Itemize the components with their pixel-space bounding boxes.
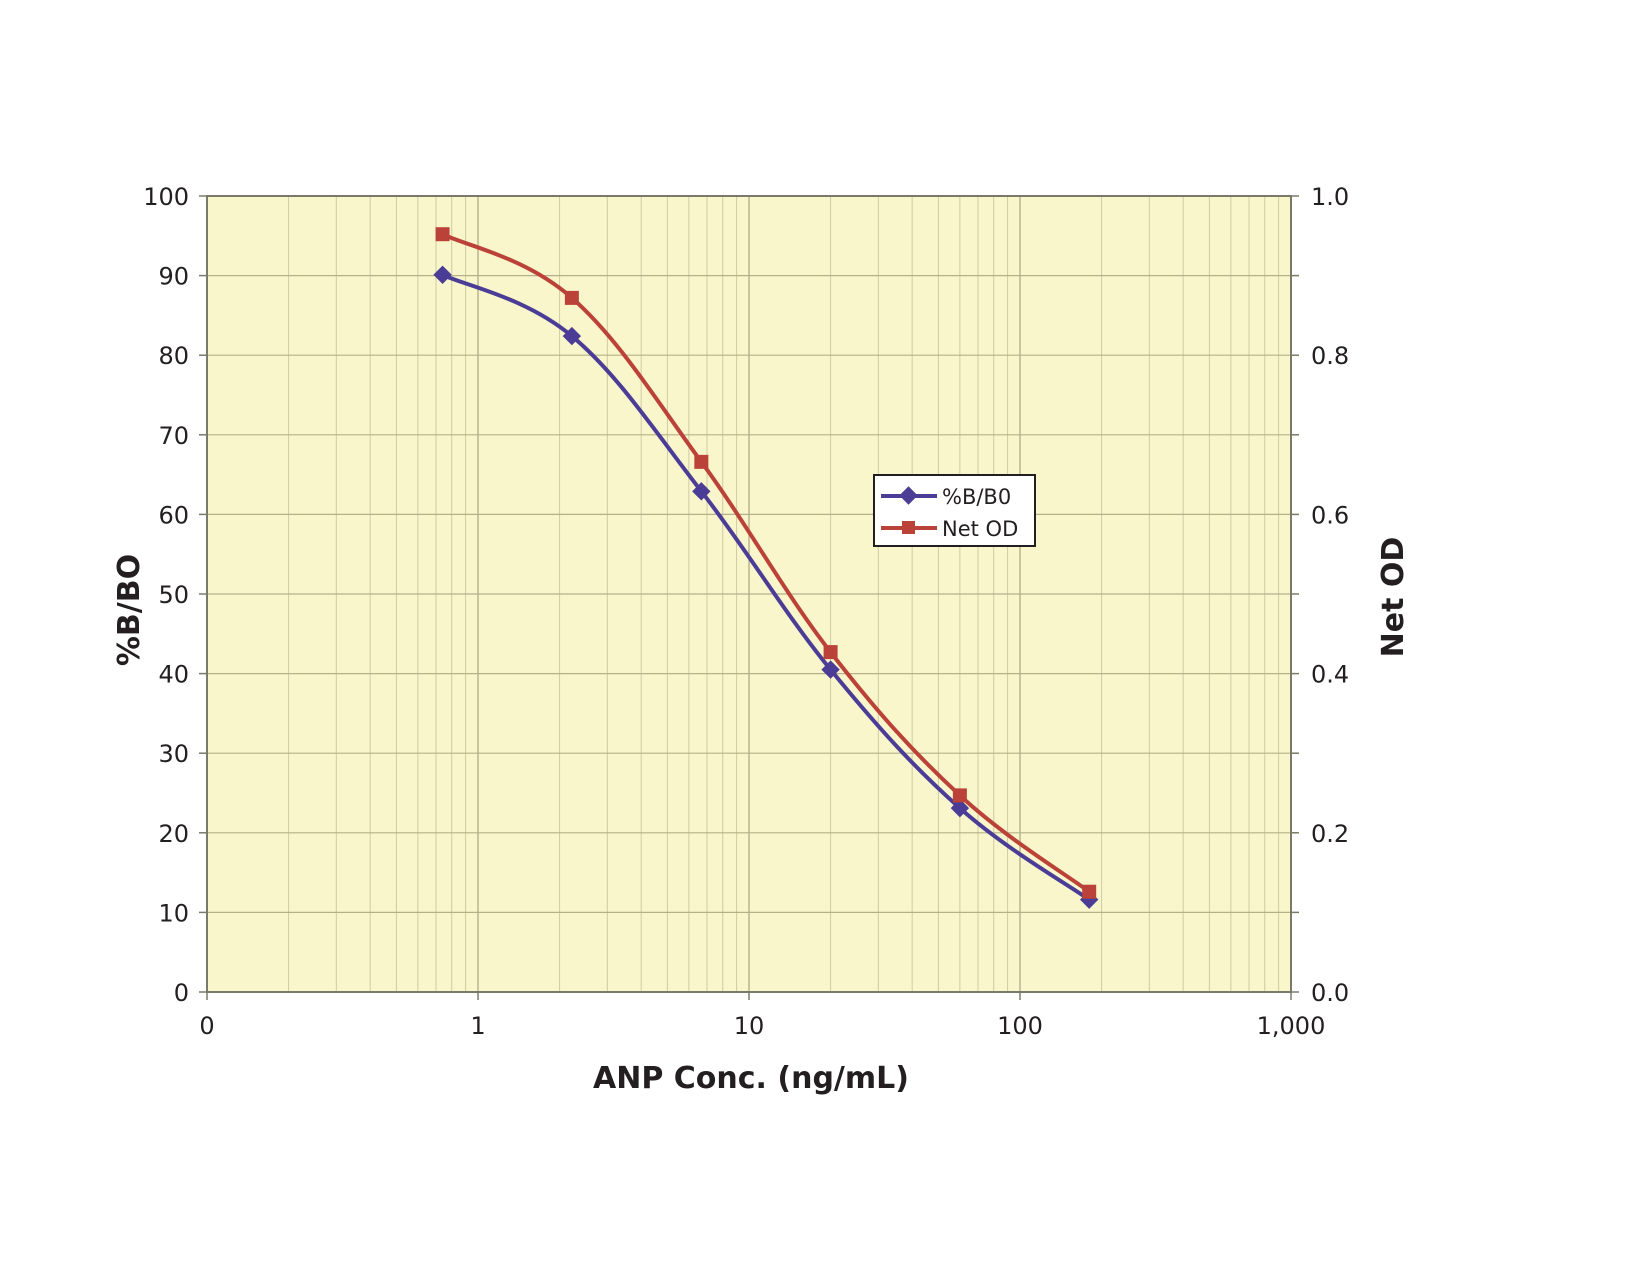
y-tick-label: 100 [143, 183, 189, 211]
y-tick-label: 50 [158, 581, 189, 609]
diamond-marker-icon [562, 326, 582, 346]
axis-ticks [199, 195, 1299, 1000]
x-tick-label: 100 [997, 1012, 1043, 1040]
legend-label: %B/B0 [942, 485, 1011, 509]
legend: %B/B0 Net OD [873, 474, 1036, 547]
y-tick-label: 30 [158, 740, 189, 768]
diamond-marker-icon [692, 482, 711, 501]
series-net-od [435, 227, 1097, 899]
y2-tick-label: 1.0 [1311, 183, 1349, 211]
y2-tick-label: 0.0 [1311, 979, 1349, 1007]
y-tick-label: 20 [158, 820, 189, 848]
grid-lines [207, 196, 1291, 992]
diamond-marker-icon [821, 660, 840, 679]
y-tick-label: 80 [158, 342, 189, 370]
y2-tick-label: 0.2 [1311, 820, 1349, 848]
x-axis-tick-labels: 0 1 10 100 1,000 [199, 1012, 1325, 1040]
y-axis-title: %B/BO [112, 554, 147, 666]
square-marker-icon [902, 521, 915, 534]
square-marker-icon [694, 454, 709, 469]
y2-tick-label: 0.6 [1311, 501, 1349, 529]
x-axis-title: ANP Conc. (ng/mL) [593, 1061, 909, 1096]
y-tick-label: 40 [158, 661, 189, 689]
x-tick-label: 1,000 [1257, 1012, 1326, 1040]
y-tick-label: 90 [158, 263, 189, 291]
square-marker-icon [1082, 884, 1097, 899]
square-marker-icon [823, 645, 838, 660]
legend-box [873, 474, 1036, 547]
y2-axis-title: Net OD [1376, 537, 1411, 658]
y2-axis-tick-labels: 0.0 0.2 0.4 0.6 0.8 1.0 [1311, 183, 1349, 1007]
legend-label: Net OD [942, 517, 1018, 541]
y2-tick-label: 0.4 [1311, 661, 1349, 689]
y2-tick-label: 0.8 [1311, 342, 1349, 370]
y-axis-tick-labels: 0 10 20 30 40 50 60 70 80 90 100 [143, 183, 189, 1007]
square-marker-icon [952, 788, 967, 803]
x-tick-label: 0 [199, 1012, 214, 1040]
series--b-b0 [433, 265, 1099, 909]
diamond-marker-icon [950, 798, 970, 818]
y-tick-label: 70 [158, 422, 189, 450]
square-marker-icon [435, 227, 450, 242]
y-tick-label: 0 [174, 979, 189, 1007]
legend-item-b-b0: %B/B0 [881, 485, 1011, 509]
y-tick-label: 10 [158, 899, 189, 927]
x-tick-label: 1 [470, 1012, 485, 1040]
square-marker-icon [564, 290, 579, 305]
y-tick-label: 60 [158, 501, 189, 529]
diamond-marker-icon [433, 265, 452, 284]
diamond-marker-icon [899, 486, 918, 505]
x-tick-label: 10 [734, 1012, 765, 1040]
data-series [433, 227, 1099, 909]
legend-item-net-od: Net OD [881, 517, 1018, 541]
